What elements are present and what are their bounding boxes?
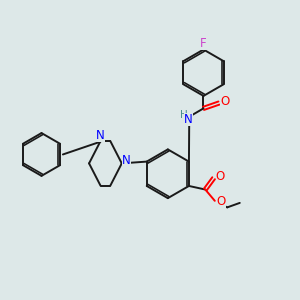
Text: N: N <box>96 129 105 142</box>
Text: N: N <box>122 154 130 167</box>
Text: O: O <box>215 170 225 183</box>
Text: O: O <box>217 195 226 208</box>
Text: N: N <box>184 113 193 126</box>
Text: O: O <box>220 95 230 108</box>
Text: F: F <box>200 37 207 50</box>
Text: H: H <box>180 110 188 120</box>
